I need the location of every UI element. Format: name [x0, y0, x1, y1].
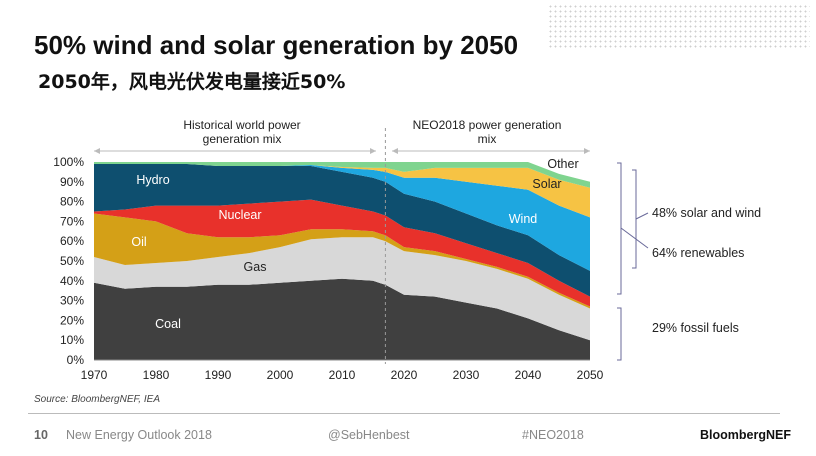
- historical-range-arrow-head-left: [94, 148, 100, 154]
- decorative-dot-pattern: [548, 4, 810, 48]
- annotation-fossil: 29% fossil fuels: [652, 321, 739, 335]
- y-tick-label: 50%: [60, 254, 84, 268]
- series-label-nuclear: Nuclear: [218, 208, 261, 222]
- y-tick-label: 90%: [60, 175, 84, 189]
- series-label-gas: Gas: [244, 260, 267, 274]
- y-tick-label: 60%: [60, 234, 84, 248]
- twitter-handle: @SebHenbest: [328, 428, 410, 442]
- chart-source: Source: BloombergNEF, IEA: [34, 394, 160, 405]
- renewables-bracket: [617, 162, 622, 295]
- y-tick-label: 70%: [60, 214, 84, 228]
- y-tick-label: 10%: [60, 333, 84, 347]
- x-tick-label: 2040: [515, 368, 542, 382]
- area-solar: [94, 164, 590, 218]
- series-label-wind: Wind: [509, 212, 538, 226]
- renewables-connector: [620, 227, 649, 249]
- y-tick-label: 80%: [60, 195, 84, 209]
- forecast-section-label: NEO2018 power generation: [413, 118, 562, 132]
- area-coal: [94, 278, 590, 360]
- historical-range-arrow-head-right: [370, 148, 376, 154]
- area-hydro: [94, 164, 590, 297]
- area-layers: [94, 162, 590, 360]
- solar-wind-connector: [635, 212, 649, 220]
- x-tick-label: 2050: [577, 368, 604, 382]
- footer-divider: [28, 413, 780, 414]
- fossil-bracket: [617, 307, 622, 361]
- slide-title: 50% wind and solar generation by 2050: [34, 30, 519, 60]
- x-tick-label: 2030: [453, 368, 480, 382]
- area-wind: [94, 164, 590, 271]
- x-tick-label: 1970: [81, 368, 108, 382]
- annotation-renewables: 64% renewables: [652, 246, 744, 260]
- x-tick-label: 1980: [143, 368, 170, 382]
- x-tick-label: 2000: [267, 368, 294, 382]
- y-tick-label: 40%: [60, 274, 84, 288]
- series-label-coal: Coal: [155, 317, 181, 331]
- historical-section-label: Historical world power: [183, 118, 300, 132]
- forecast-section-label: mix: [478, 132, 497, 146]
- solar-wind-bracket: [632, 169, 637, 269]
- annotation-solar-wind: 48% solar and wind: [652, 206, 761, 220]
- historical-section-label: generation mix: [203, 132, 282, 146]
- x-tick-label: 2010: [329, 368, 356, 382]
- area-gas: [94, 237, 590, 341]
- forecast-range-arrow-head-right: [584, 148, 590, 154]
- series-label-other: Other: [547, 157, 578, 171]
- y-tick-label: 0%: [67, 353, 85, 367]
- series-label-hydro: Hydro: [136, 173, 169, 187]
- series-label-solar: Solar: [532, 177, 561, 191]
- page-number: 10: [34, 428, 48, 442]
- x-tick-label: 1990: [205, 368, 232, 382]
- y-tick-label: 100%: [53, 155, 84, 169]
- report-name: New Energy Outlook 2018: [66, 428, 212, 442]
- series-label-oil: Oil: [131, 235, 146, 249]
- y-tick-label: 20%: [60, 313, 84, 327]
- forecast-range-arrow-head-left: [392, 148, 398, 154]
- stacked-area-chart: 0% 10% 20% 30% 40% 50% 60% 70% 80% 90% 100% 1970 198…: [53, 118, 761, 382]
- chart-axes: 0% 10% 20% 30% 40% 50% 60% 70% 80% 90% 100% 1970 198…: [53, 128, 649, 382]
- area-nuclear: [94, 199, 590, 307]
- slide-subtitle: 2050年，风电光伏发电量接近50%: [38, 71, 346, 93]
- hashtag: #NEO2018: [522, 428, 584, 442]
- y-tick-label: 30%: [60, 294, 84, 308]
- brand-logo: BloombergNEF: [700, 428, 791, 442]
- area-oil: [94, 213, 590, 309]
- x-tick-label: 2020: [391, 368, 418, 382]
